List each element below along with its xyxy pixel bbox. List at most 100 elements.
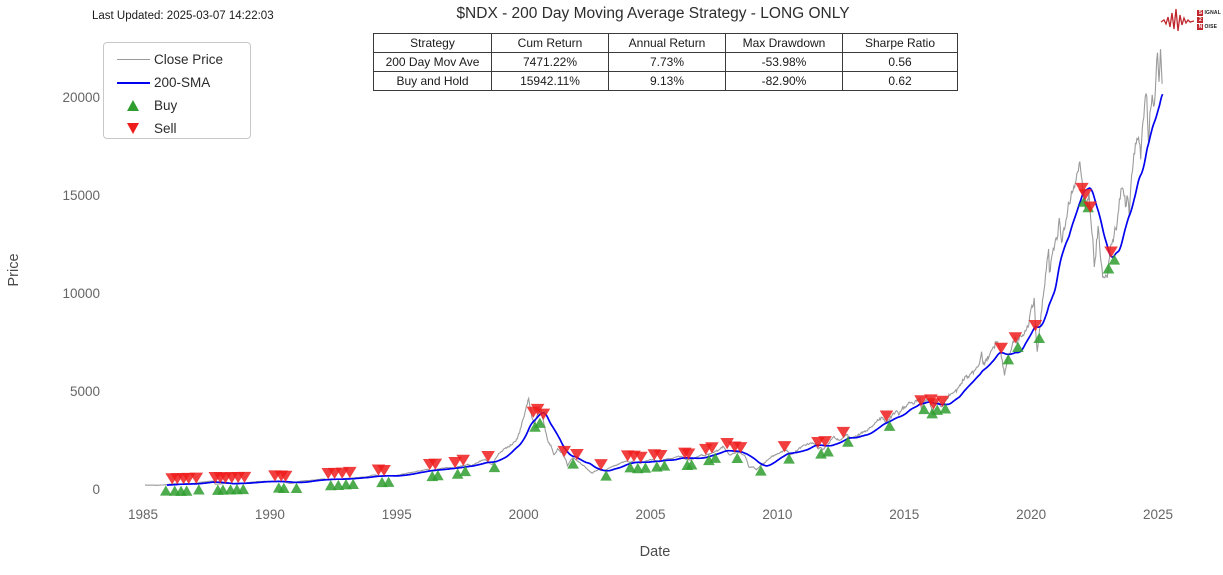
stats-table-cell: 9.13%: [608, 71, 726, 91]
sell-marker: [926, 398, 941, 410]
sell-markers: [165, 182, 1118, 485]
sell-marker: [1083, 201, 1098, 213]
sell-marker: [720, 438, 734, 450]
sell-marker: [994, 342, 1008, 354]
sma-line-swatch: [112, 81, 154, 84]
buy-marker: [685, 459, 698, 470]
buy-marker: [1012, 341, 1024, 353]
stats-table-cell: 0.62: [842, 71, 958, 91]
sell-marker: [1028, 320, 1043, 332]
y-tick-label: 5000: [69, 384, 100, 399]
buy-marker: [926, 408, 938, 419]
legend-label: Sell: [154, 121, 177, 136]
sell-marker: [653, 449, 668, 462]
close-price-line: [144, 49, 1163, 486]
buy-marker: [600, 470, 612, 481]
sell-marker: [343, 466, 357, 479]
strategy-stats-table: Strategy Cum Return Annual Return Max Drawd…: [373, 33, 958, 91]
buy-marker: [658, 460, 671, 471]
legend-label: 200-SMA: [154, 75, 211, 90]
stats-table-header-cell: Cum Return: [491, 33, 609, 53]
buy-marker: [624, 462, 636, 473]
x-tick-label: 2020: [1016, 507, 1047, 522]
buy-marker: [347, 478, 359, 490]
buy-marker: [783, 453, 795, 464]
logo-letter-box: S: [1197, 10, 1204, 16]
stats-table-header-cell: Strategy: [373, 33, 492, 53]
sell-triangle-icon: [112, 123, 154, 134]
buy-marker: [534, 417, 546, 428]
buy-triangle-icon: [112, 100, 154, 111]
y-tick-label: 0: [92, 482, 100, 497]
x-tick-label: 1985: [127, 507, 159, 522]
stats-table-cell: 7471.22%: [491, 52, 609, 72]
buy-marker: [180, 485, 193, 496]
legend-item-close-price: Close Price: [112, 48, 250, 71]
buy-marker: [217, 484, 229, 495]
sell-marker: [879, 410, 894, 422]
logo-text-row: 2: [1197, 17, 1221, 24]
logo-letter-box: N: [1197, 24, 1204, 30]
logo-text-row: N OISE: [1197, 24, 1221, 31]
logo-text-row: S IGNAL: [1197, 10, 1221, 17]
buy-marker: [432, 469, 444, 481]
sell-marker: [681, 448, 696, 460]
sell-marker: [428, 458, 443, 470]
stats-table-header-cell: Annual Return: [608, 33, 726, 53]
buy-marker: [822, 446, 834, 457]
buy-marker: [731, 452, 744, 464]
buy-marker: [160, 485, 172, 496]
sell-marker: [818, 436, 832, 448]
buy-marker: [639, 462, 652, 473]
stats-table-cell: Buy and Hold: [373, 71, 492, 91]
y-axis-title: Price: [6, 253, 22, 287]
sell-marker: [189, 472, 204, 484]
buy-marker: [632, 462, 644, 474]
sell-marker: [777, 441, 792, 453]
x-tick-label: 2005: [635, 507, 666, 522]
y-tick-label: 10000: [62, 286, 100, 301]
sell-marker: [935, 395, 950, 407]
logo-text: S IGNAL 2 N OISE: [1197, 10, 1221, 31]
stats-table-header-cell: Max Drawdown: [725, 33, 843, 53]
sell-marker: [634, 451, 648, 463]
buy-marker: [1033, 332, 1046, 344]
buy-marker: [842, 436, 854, 447]
waveform-icon: [1161, 8, 1195, 32]
sell-marker: [1075, 182, 1089, 195]
sell-marker: [733, 442, 748, 454]
sell-marker: [836, 426, 851, 439]
buy-marker: [290, 482, 303, 494]
legend-item-buy: Buy: [112, 94, 250, 117]
sell-marker: [570, 449, 584, 461]
sell-marker: [594, 459, 608, 471]
stats-table-cell: -53.98%: [725, 52, 843, 72]
buy-marker: [1108, 254, 1121, 265]
buy-marker: [237, 483, 250, 495]
x-tick-label: 1995: [381, 507, 412, 522]
x-tick-label: 2015: [889, 507, 920, 522]
sell-marker: [557, 445, 572, 458]
logo-letter-rest: OISE: [1204, 24, 1218, 30]
legend-label: Buy: [154, 98, 178, 113]
x-tick-label: 2025: [1142, 507, 1174, 522]
x-tick-label: 2000: [508, 507, 539, 522]
x-tick-label: 2010: [762, 507, 793, 522]
sell-marker: [1104, 246, 1118, 258]
stats-table-cell: 200 Day Mov Ave: [373, 52, 492, 72]
buy-marker: [755, 465, 767, 476]
sell-marker: [705, 442, 719, 454]
sell-marker: [237, 471, 252, 484]
legend-item-200-sma: 200-SMA: [112, 71, 250, 94]
sell-marker: [278, 470, 293, 483]
stats-table-header-cell: Sharpe Ratio: [842, 33, 958, 53]
logo-letter-rest: IGNAL: [1204, 10, 1221, 16]
buy-marker: [1102, 263, 1115, 274]
sell-marker: [377, 464, 391, 477]
sell-marker: [456, 454, 471, 466]
sell-marker: [1008, 332, 1023, 344]
stats-table-row: 200 Day Mov Ave 7471.22% 7.73% -53.98% 0.56: [373, 52, 958, 72]
buy-marker: [939, 403, 952, 414]
